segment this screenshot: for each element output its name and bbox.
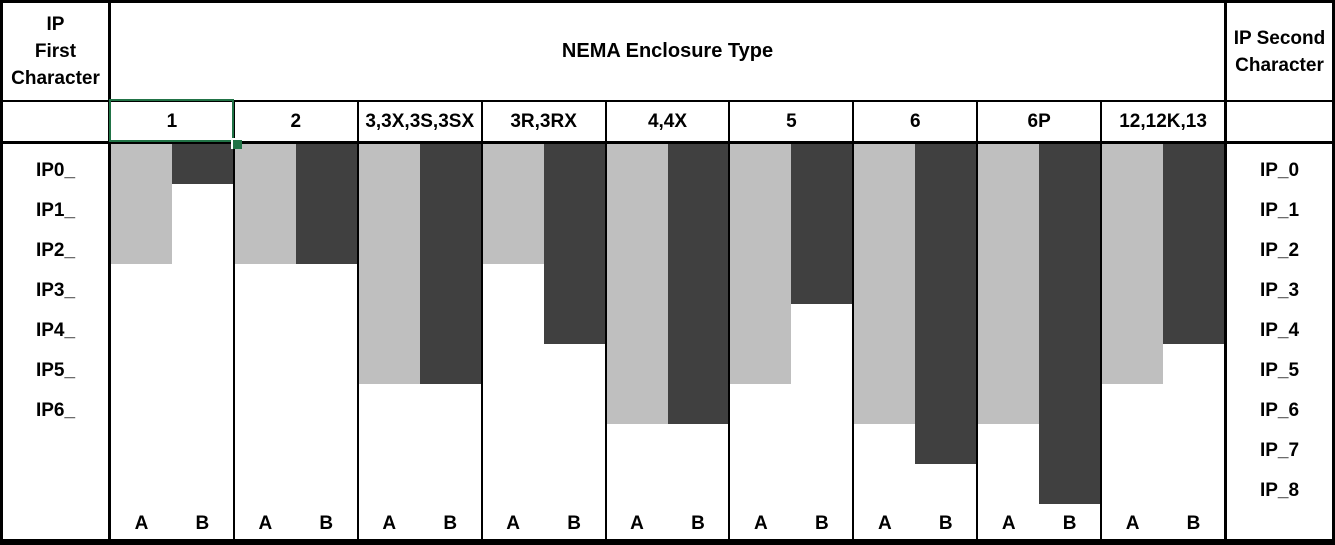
sublabel-a-col2: A: [258, 513, 273, 534]
sublabel-a-col3: A: [382, 513, 397, 534]
border-right: [1332, 0, 1335, 545]
bar-a-col3: [358, 144, 420, 384]
sublabel-a-col8: A: [1001, 513, 1016, 534]
divider-left-axis: [108, 0, 111, 545]
bar-b-col9: [1163, 144, 1224, 344]
bar-a-col4: [482, 144, 544, 264]
column-header-8[interactable]: 6P: [978, 102, 1103, 141]
sublabel-a-col1: A: [134, 513, 149, 534]
left-axis-tick-1: IP1_: [35, 200, 76, 221]
bar-a-col9: [1102, 144, 1164, 384]
sublabel-b-col9: B: [1186, 513, 1201, 534]
sublabel-b-col4: B: [567, 513, 581, 534]
sublabel-a-col7: A: [877, 513, 892, 534]
column-header-3[interactable]: 3,3X,3S,3SX: [359, 102, 483, 141]
sublabel-a-col6: A: [754, 513, 768, 534]
column-header-4[interactable]: 3R,3RX: [483, 102, 607, 141]
right-axis-tick-4: IP_4: [1259, 320, 1300, 341]
column-header-5[interactable]: 4,4X: [607, 102, 731, 141]
right-axis-tick-3: IP_3: [1259, 280, 1300, 301]
divider-header-row: [0, 100, 1335, 102]
selection-fill-handle[interactable]: [231, 138, 242, 149]
selected-cell-outline: [109, 99, 234, 142]
sublabel-b-col3: B: [443, 513, 458, 534]
bar-b-col4: [543, 144, 605, 344]
bar-b-col7: [915, 144, 977, 464]
bar-a-col1: [111, 144, 172, 264]
right-axis: IP_0 IP_1 IP_2 IP_3 IP_4 IP_5 IP_6 IP_7 IP_8: [1227, 144, 1332, 504]
sublabel-a-col4: A: [506, 513, 520, 534]
left-axis-tick-5: IP5_: [35, 360, 76, 381]
sublabel-b-col8: B: [1062, 513, 1077, 534]
left-axis: IP0_ IP1_ IP2_ IP3_ IP4_ IP5_ IP6_: [3, 144, 108, 424]
left-axis-tick-0: IP0_: [35, 160, 76, 181]
right-axis-tick-0: IP_0: [1259, 160, 1300, 181]
sublabel-b-col5: B: [691, 513, 705, 534]
left-axis-tick-2: IP2_: [35, 240, 76, 261]
right-axis-tick-6: IP_6: [1259, 400, 1300, 421]
divider-right-axis: [1224, 0, 1227, 545]
left-axis-tick-4: IP4_: [35, 320, 76, 341]
sublabel-b-col6: B: [814, 513, 829, 534]
right-axis-tick-7: IP_7: [1259, 440, 1300, 461]
column-header-6[interactable]: 5: [730, 102, 855, 141]
bar-b-col1: [171, 144, 233, 184]
column-header-row: 1 2 3,3X,3S,3SX 3R,3RX 4,4X 5 6 6P 12,12K,13: [111, 102, 1224, 141]
sublabel-b-col7: B: [938, 513, 953, 534]
bar-a-col2: [234, 144, 296, 264]
bar-a-col5: [606, 144, 668, 424]
left-axis-tick-3: IP3_: [35, 280, 76, 301]
right-axis-tick-8: IP_8: [1259, 480, 1300, 501]
divider-chart-top: [0, 141, 1335, 144]
sublabel-b-col2: B: [319, 513, 334, 534]
bar-b-col8: [1039, 144, 1101, 504]
header-nema-enclosure-type[interactable]: NEMA Enclosure Type: [561, 40, 774, 62]
right-axis-tick-1: IP_1: [1259, 200, 1300, 221]
column-header-7[interactable]: 6: [854, 102, 979, 141]
bar-a-col6: [730, 144, 792, 384]
border-top: [0, 0, 1335, 3]
header-ip-first-character[interactable]: IP First Character: [11, 14, 100, 89]
bar-b-col3: [419, 144, 481, 384]
left-axis-tick-6: IP6_: [35, 400, 76, 421]
header-ip-second-character[interactable]: IP Second Character: [1233, 27, 1326, 76]
right-axis-tick-5: IP_5: [1259, 360, 1300, 381]
bar-a-col7: [854, 144, 916, 424]
right-axis-tick-2: IP_2: [1259, 240, 1300, 261]
sublabel-b-col1: B: [195, 513, 210, 534]
border-bottom: [0, 539, 1335, 545]
sublabel-a-col9: A: [1125, 513, 1140, 534]
column-header-9[interactable]: 12,12K,13: [1119, 110, 1207, 132]
column-header-2[interactable]: 2: [235, 102, 359, 141]
bar-b-col5: [667, 144, 729, 424]
bar-b-col6: [791, 144, 853, 304]
bar-a-col8: [978, 144, 1040, 424]
border-left: [0, 0, 3, 545]
sublabel-a-col5: A: [630, 513, 644, 534]
bar-b-col2: [295, 144, 357, 264]
